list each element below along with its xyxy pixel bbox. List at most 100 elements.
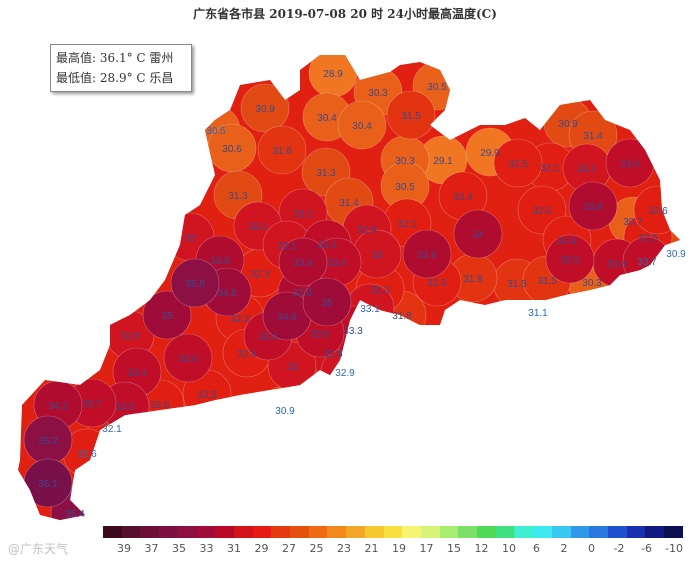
station-temperature-label: 33.4 bbox=[327, 258, 347, 269]
station-temperature-label: 33.8 bbox=[210, 256, 230, 267]
color-scale-label: 23 bbox=[337, 542, 351, 555]
station-temperature-label: 32.5 bbox=[427, 278, 447, 289]
station-temperature-label: 33.3 bbox=[317, 240, 337, 251]
station-temperature-label: 32.3 bbox=[370, 285, 390, 296]
color-scale-swatch bbox=[607, 526, 627, 538]
max-value-line: 最高值: 36.1° C 雷州 bbox=[56, 51, 174, 65]
station-temperature-label: 33 bbox=[371, 250, 383, 261]
station-temperature-label: 33.5 bbox=[115, 402, 135, 413]
min-value-line: 最低值: 28.9° C 乐昌 bbox=[56, 71, 174, 85]
station-temperature-label: 35.2 bbox=[38, 436, 58, 447]
station-temperature-label: 30.9 bbox=[275, 406, 295, 417]
color-scale-swatch bbox=[402, 526, 421, 538]
color-scale-label: 15 bbox=[447, 542, 461, 555]
watermark: @广东天气 bbox=[8, 542, 69, 556]
extremes-box: 最高值: 36.1° C 雷州 最低值: 28.9° C 乐昌 bbox=[50, 44, 192, 92]
color-scale-swatch bbox=[233, 526, 253, 538]
color-scale-swatch bbox=[664, 526, 683, 538]
station-temperature-label: 32.5 bbox=[532, 206, 552, 217]
station-temperature-label: 34.8 bbox=[217, 288, 237, 299]
station-temperature-label: 33.6 bbox=[178, 354, 198, 365]
station-temperature-label: 30.9 bbox=[558, 119, 578, 130]
station-temperature-label: 32.8 bbox=[120, 331, 140, 342]
color-scale-swatch bbox=[420, 526, 440, 538]
color-scale-swatch bbox=[159, 526, 178, 538]
color-scale-label: 10 bbox=[502, 542, 516, 555]
map-title: 广东省各市县 2019-07-08 20 时 24小时最高温度(C) bbox=[193, 7, 497, 21]
station-temperature-label: 30.5 bbox=[206, 126, 226, 137]
station-temperature-label: 32.9 bbox=[357, 225, 377, 236]
station-temperature-label: 30.6 bbox=[222, 144, 242, 155]
color-scale-swatch bbox=[645, 526, 665, 538]
station-temperature-label: 31.8 bbox=[392, 311, 412, 322]
color-scale-label: 37 bbox=[144, 542, 159, 555]
station-temperature-label: 33.4 bbox=[620, 159, 640, 170]
color-scale-swatch bbox=[177, 526, 197, 538]
color-scale-swatch bbox=[364, 526, 384, 538]
station-temperature-label: 30.4 bbox=[352, 121, 372, 132]
county-region bbox=[568, 181, 618, 231]
station-temperature-label: 29.9 bbox=[480, 148, 500, 159]
station-temperature-label: 33.3 bbox=[343, 326, 363, 337]
station-temperature-label: 33.4 bbox=[127, 368, 147, 379]
station-temperature-label: 35 bbox=[161, 311, 173, 322]
color-scale-swatch bbox=[589, 526, 608, 538]
color-scale-swatch bbox=[346, 526, 365, 538]
color-scale-label: 21 bbox=[364, 542, 379, 555]
station-temperature-label: 34.2 bbox=[48, 401, 68, 412]
color-scale-swatch bbox=[514, 526, 534, 538]
color-scale-label: 27 bbox=[282, 542, 296, 555]
county-region bbox=[302, 277, 352, 327]
color-scale-swatch bbox=[477, 526, 496, 538]
color-scale-swatch bbox=[495, 526, 515, 538]
color-scale-swatch bbox=[215, 526, 234, 538]
station-temperature-label: 34 bbox=[472, 230, 484, 241]
station-temperature-label: 31.3 bbox=[228, 191, 248, 202]
county-region bbox=[163, 333, 213, 383]
color-scale-bar bbox=[103, 526, 683, 538]
station-temperature-label: 35.8 bbox=[185, 279, 205, 290]
color-scale-label: -2 bbox=[613, 542, 625, 555]
station-temperature-label: 31.4 bbox=[583, 131, 603, 142]
color-scale-swatch bbox=[121, 526, 141, 538]
station-temperature-label: 33.4 bbox=[607, 259, 627, 270]
station-temperature-label: 30.9 bbox=[666, 249, 686, 260]
station-temperature-label: 32.6 bbox=[150, 400, 170, 411]
color-scale-swatch bbox=[252, 526, 272, 538]
station-temperature-label: 33.4 bbox=[258, 332, 278, 343]
color-scale-label: 12 bbox=[474, 542, 489, 555]
color-scale-swatch bbox=[140, 526, 160, 538]
color-scale-label: 39 bbox=[117, 542, 131, 555]
station-temperature-label: 33.9 bbox=[417, 250, 437, 261]
station-temperature-label: 32.6 bbox=[648, 206, 668, 217]
station-temperature-label: 33 bbox=[286, 362, 298, 373]
color-scale-swatch bbox=[570, 526, 590, 538]
county-region bbox=[278, 237, 328, 287]
color-scale-swatch bbox=[327, 526, 347, 538]
color-scale-swatch bbox=[626, 526, 646, 538]
station-temperature-label: 35.4 bbox=[65, 509, 85, 520]
station-temperature-label: 31.3 bbox=[316, 168, 336, 179]
station-temperature-label: 31.8 bbox=[463, 274, 483, 285]
color-scale-swatch bbox=[458, 526, 478, 538]
station-temperature-label: 31.1 bbox=[528, 308, 548, 319]
county-region bbox=[545, 234, 595, 284]
station-temperature-label: 31.5 bbox=[507, 279, 527, 290]
county-region bbox=[402, 229, 452, 279]
station-temperature-label: 29.1 bbox=[433, 156, 453, 167]
color-scale-swatch bbox=[308, 526, 328, 538]
color-scale-label: 29 bbox=[254, 542, 269, 555]
station-temperature-label: 32.4 bbox=[453, 192, 473, 203]
station-temperature-label: 33.8 bbox=[583, 202, 603, 213]
station-temperature-label: 33.1 bbox=[360, 304, 380, 315]
station-temperature-label: 32.3 bbox=[250, 269, 270, 280]
color-scale-swatch bbox=[196, 526, 216, 538]
station-temperature-label: 33.1 bbox=[277, 241, 297, 252]
station-temperature-label: 33 bbox=[184, 233, 196, 244]
county-region bbox=[453, 209, 503, 259]
county-region bbox=[240, 83, 290, 133]
station-temperature-label: 30.5 bbox=[427, 82, 447, 93]
station-temperature-label: 30.7 bbox=[623, 217, 643, 228]
county-region bbox=[170, 258, 220, 308]
color-scale-label: 35 bbox=[172, 542, 186, 555]
